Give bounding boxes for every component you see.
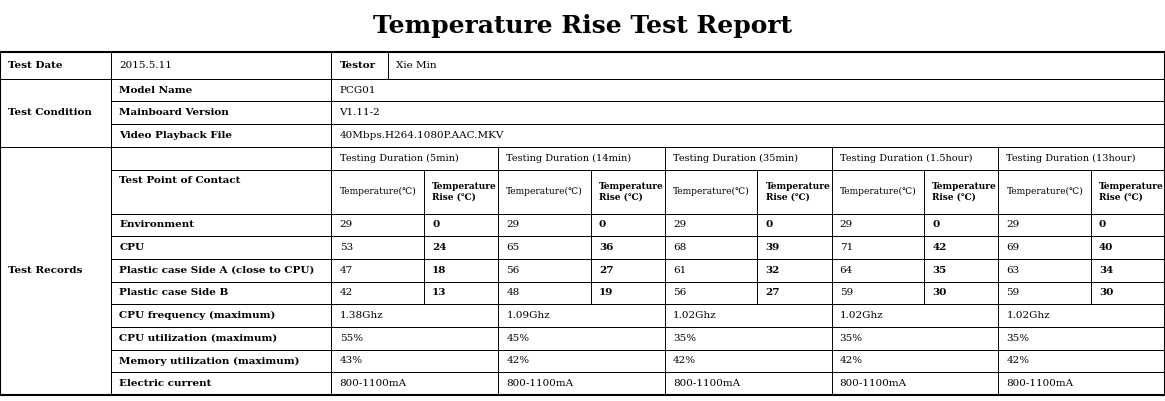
Text: 0: 0 (599, 221, 606, 229)
Text: 56: 56 (507, 266, 520, 275)
Text: 1.02Ghz: 1.02Ghz (1007, 311, 1050, 320)
Text: CPU utilization (maximum): CPU utilization (maximum) (120, 334, 277, 343)
Text: 29: 29 (507, 221, 520, 229)
Text: 47: 47 (340, 266, 353, 275)
Text: Testing Duration (13hour): Testing Duration (13hour) (1007, 154, 1136, 163)
Text: CPU frequency (maximum): CPU frequency (maximum) (120, 311, 276, 320)
Text: 35%: 35% (1007, 334, 1030, 343)
Text: Temperature(℃): Temperature(℃) (673, 187, 750, 196)
Text: 29: 29 (340, 221, 353, 229)
Text: 71: 71 (840, 243, 853, 252)
Text: Test Condition: Test Condition (8, 108, 92, 117)
Text: Temperature(℃): Temperature(℃) (840, 187, 917, 196)
Text: 40: 40 (1099, 243, 1114, 252)
Text: 800-1100mA: 800-1100mA (1007, 379, 1074, 388)
Text: Test Records: Test Records (8, 266, 83, 275)
Text: Temperature Rise Test Report: Temperature Rise Test Report (373, 14, 792, 38)
Text: Video Playback File: Video Playback File (120, 131, 232, 140)
Text: 0: 0 (432, 221, 439, 229)
Text: 39: 39 (765, 243, 779, 252)
Text: 43%: 43% (340, 356, 362, 365)
Text: 45%: 45% (507, 334, 529, 343)
Text: V1.11-2: V1.11-2 (340, 108, 380, 117)
Text: 1.02Ghz: 1.02Ghz (840, 311, 883, 320)
Text: Test Date: Test Date (8, 61, 63, 70)
Text: 42: 42 (340, 288, 353, 298)
Text: 0: 0 (932, 221, 939, 229)
Text: 59: 59 (840, 288, 853, 298)
Text: 30: 30 (1099, 288, 1114, 298)
Text: 35: 35 (932, 266, 946, 275)
Text: Temperature
Rise (℃): Temperature Rise (℃) (432, 182, 496, 201)
Text: Temperature(℃): Temperature(℃) (1007, 187, 1083, 196)
Text: 0: 0 (765, 221, 772, 229)
Text: 42%: 42% (673, 356, 697, 365)
Text: 2015.5.11: 2015.5.11 (120, 61, 172, 70)
Text: Testing Duration (5min): Testing Duration (5min) (340, 154, 458, 163)
Text: 61: 61 (673, 266, 686, 275)
Text: 19: 19 (599, 288, 613, 298)
Text: 42%: 42% (1007, 356, 1030, 365)
Text: 27: 27 (765, 288, 781, 298)
Text: 64: 64 (840, 266, 853, 275)
Text: 35%: 35% (673, 334, 697, 343)
Text: 65: 65 (507, 243, 520, 252)
Text: 40Mbps.H264.1080P.AAC.MKV: 40Mbps.H264.1080P.AAC.MKV (340, 131, 504, 140)
Text: 42%: 42% (507, 356, 529, 365)
Text: Model Name: Model Name (120, 86, 192, 95)
Text: 42: 42 (932, 243, 947, 252)
Text: Testing Duration (14min): Testing Duration (14min) (507, 154, 631, 163)
Text: 800-1100mA: 800-1100mA (507, 379, 573, 388)
Text: 29: 29 (840, 221, 853, 229)
Text: 36: 36 (599, 243, 613, 252)
Text: Mainboard Version: Mainboard Version (120, 108, 230, 117)
Text: Temperature(℃): Temperature(℃) (340, 187, 416, 196)
Text: 56: 56 (673, 288, 686, 298)
Text: Electric current: Electric current (120, 379, 212, 388)
Text: 69: 69 (1007, 243, 1019, 252)
Text: 34: 34 (1099, 266, 1114, 275)
Text: 32: 32 (765, 266, 779, 275)
Text: 18: 18 (432, 266, 446, 275)
Text: Testor: Testor (340, 61, 376, 70)
Text: 800-1100mA: 800-1100mA (340, 379, 407, 388)
Text: Memory utilization (maximum): Memory utilization (maximum) (120, 356, 299, 366)
Text: 63: 63 (1007, 266, 1019, 275)
Text: 1.09Ghz: 1.09Ghz (507, 311, 550, 320)
Text: Temperature
Rise (℃): Temperature Rise (℃) (599, 182, 664, 201)
Text: 30: 30 (932, 288, 947, 298)
Text: Test Point of Contact: Test Point of Contact (120, 176, 241, 185)
Text: Environment: Environment (120, 221, 195, 229)
Text: 29: 29 (673, 221, 686, 229)
Text: 0: 0 (1099, 221, 1107, 229)
Text: 55%: 55% (340, 334, 362, 343)
Text: 24: 24 (432, 243, 446, 252)
Text: 27: 27 (599, 266, 613, 275)
Text: 48: 48 (507, 288, 520, 298)
Text: Temperature
Rise (℃): Temperature Rise (℃) (765, 182, 831, 201)
Text: 1.38Ghz: 1.38Ghz (340, 311, 383, 320)
Text: PCG01: PCG01 (340, 86, 376, 95)
Text: Plastic case Side A (close to CPU): Plastic case Side A (close to CPU) (120, 266, 315, 275)
Text: Plastic case Side B: Plastic case Side B (120, 288, 228, 298)
Text: CPU: CPU (120, 243, 144, 252)
Text: 1.02Ghz: 1.02Ghz (673, 311, 716, 320)
Text: 59: 59 (1007, 288, 1019, 298)
Text: Testing Duration (1.5hour): Testing Duration (1.5hour) (840, 154, 973, 163)
Text: 35%: 35% (840, 334, 863, 343)
Text: Temperature
Rise (℃): Temperature Rise (℃) (932, 182, 997, 201)
Text: 800-1100mA: 800-1100mA (840, 379, 906, 388)
Text: Temperature(℃): Temperature(℃) (507, 187, 582, 196)
Text: Temperature
Rise (℃): Temperature Rise (℃) (1099, 182, 1164, 201)
Text: 53: 53 (340, 243, 353, 252)
Text: 800-1100mA: 800-1100mA (673, 379, 740, 388)
Text: 13: 13 (432, 288, 446, 298)
Text: 29: 29 (1007, 221, 1019, 229)
Text: 68: 68 (673, 243, 686, 252)
Text: Xie Min: Xie Min (396, 61, 437, 70)
Text: 42%: 42% (840, 356, 863, 365)
Text: Testing Duration (35min): Testing Duration (35min) (673, 154, 798, 163)
